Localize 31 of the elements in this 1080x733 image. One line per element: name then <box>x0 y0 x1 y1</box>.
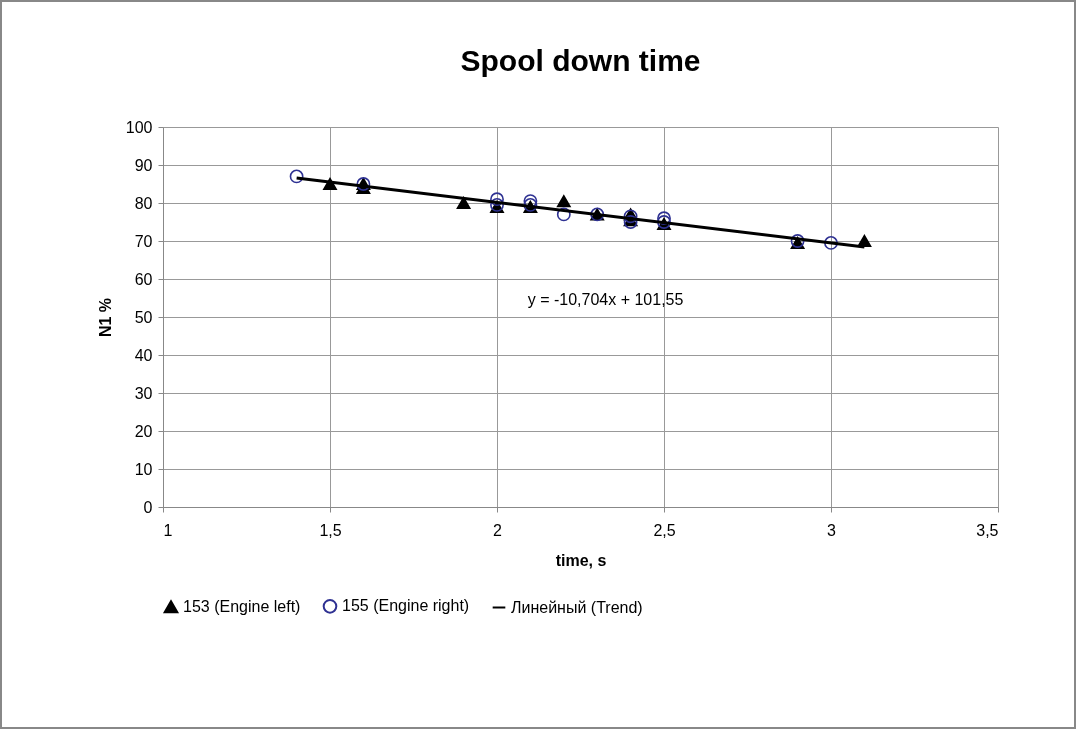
x-tick-label: 3 <box>827 521 837 539</box>
x-tick-label: 2 <box>493 521 503 539</box>
y-axis-title: N1 % <box>96 297 114 338</box>
legend-label: Линейный (Trend) <box>511 598 643 616</box>
point <box>490 192 504 207</box>
y-tick-label: 10 <box>134 460 153 478</box>
x-tick-label: 1 <box>163 521 173 539</box>
point <box>456 196 471 210</box>
x-tick-label: 1,5 <box>319 521 342 539</box>
y-tick-label: 0 <box>143 498 153 516</box>
y-tick-label: 80 <box>134 194 153 212</box>
annotation: y = -10,704x + 101,55 <box>527 290 684 308</box>
y-tick-label: 40 <box>134 346 153 364</box>
legend-label: 155 (Engine right) <box>342 597 470 615</box>
chart-title: Spool down time <box>460 44 701 77</box>
y-tick-label: 60 <box>134 270 153 288</box>
y-tick-label: 30 <box>134 384 153 402</box>
y-tick-label: 100 <box>125 118 153 136</box>
y-tick-label: 90 <box>134 156 153 174</box>
y-tick-label: 50 <box>134 308 153 326</box>
point <box>657 211 671 226</box>
point <box>824 235 838 250</box>
x-tick-label: 2,5 <box>653 521 676 539</box>
legend-label: 153 (Engine left) <box>183 597 301 615</box>
y-tick-label: 70 <box>134 232 153 250</box>
point <box>556 207 571 222</box>
x-axis-title: time, s <box>555 551 607 569</box>
point <box>289 169 304 184</box>
y-tick-label: 20 <box>134 422 153 440</box>
x-tick-label: 3,5 <box>976 521 999 539</box>
point <box>556 195 571 208</box>
